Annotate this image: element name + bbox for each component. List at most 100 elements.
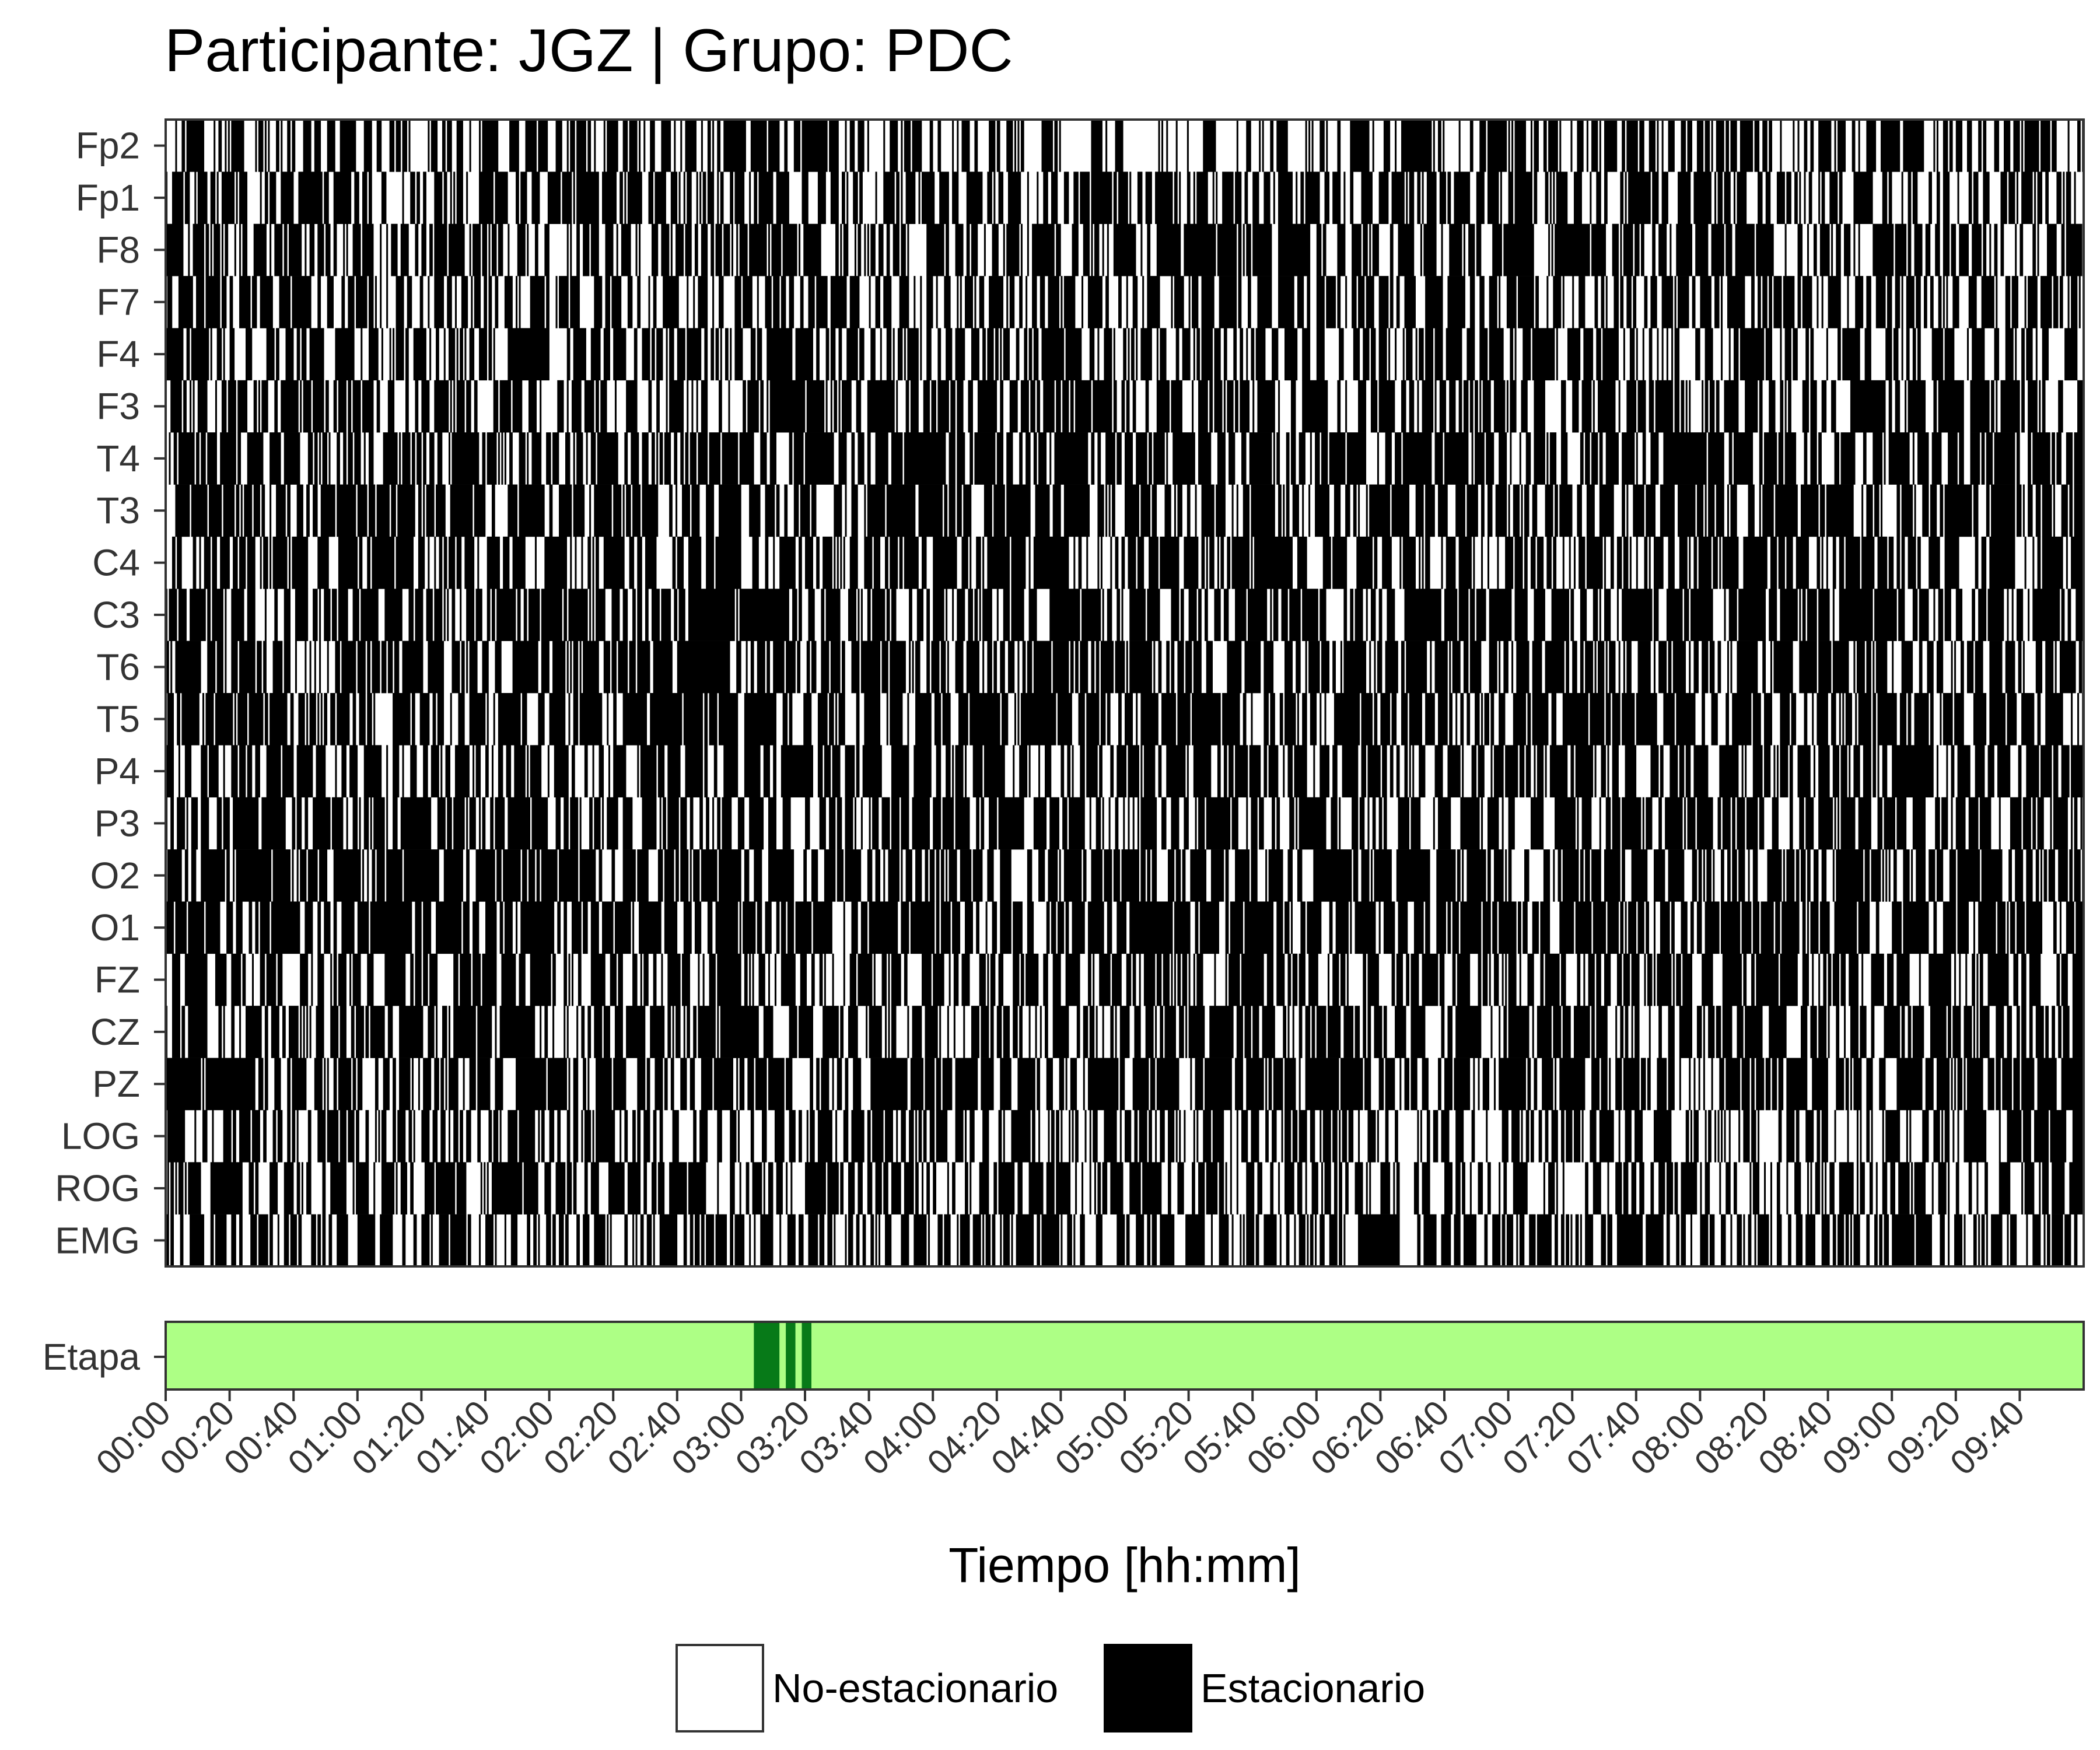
heatmap-cell-fp1 [2021, 172, 2033, 225]
heatmap-cell-f4 [413, 328, 426, 381]
heatmap-cell-log [1104, 1110, 1117, 1163]
heatmap-border [164, 118, 2085, 1268]
heatmap-cell-emg [1423, 1214, 1437, 1267]
heatmap-cell-f7 [2071, 276, 2078, 328]
x-tick-label: 09:00 [1815, 1393, 1905, 1483]
heatmap-cell-t4 [452, 432, 480, 485]
heatmap-cell-fp1 [210, 172, 216, 225]
heatmap-cell-f7 [1895, 276, 1901, 328]
heatmap-cell-fz [1112, 953, 1122, 1006]
heatmap-cell-fp2 [996, 120, 1000, 172]
heatmap-cell-t5 [290, 693, 294, 746]
heatmap-cell-p4 [547, 745, 550, 798]
heatmap-cell-c4 [904, 536, 919, 589]
heatmap-cell-emg [1255, 1214, 1259, 1267]
heatmap-cell-f3 [1888, 380, 1892, 433]
heatmap-cell-c3 [651, 589, 660, 641]
heatmap-cell-p4 [1099, 745, 1102, 798]
heatmap-cell-f3 [1401, 380, 1406, 433]
heatmap-cell-o1 [1051, 901, 1056, 954]
heatmap-cell-t5 [1532, 693, 1549, 746]
heatmap-cell-c4 [1100, 536, 1102, 589]
heatmap-cell-fp1 [434, 172, 443, 225]
heatmap-cell-t3 [632, 484, 641, 537]
heatmap-cell-c4 [2032, 536, 2035, 589]
heatmap-cell-p3 [1612, 797, 1620, 850]
heatmap-cell-c3 [466, 589, 475, 641]
heatmap-cell-p4 [1434, 745, 1443, 798]
heatmap-cell-p4 [1223, 745, 1227, 798]
heatmap-cell-log [1856, 1110, 1859, 1163]
heatmap-cell-o2 [1801, 849, 1806, 902]
heatmap-cell-t6 [1017, 640, 1020, 694]
heatmap-cell-cz [1952, 1006, 1961, 1058]
heatmap-cell-o1 [1978, 901, 1996, 954]
heatmap-cell-f7 [1783, 276, 1795, 328]
heatmap-cell-rog [1548, 1162, 1555, 1214]
heatmap-cell-t6 [1892, 640, 1894, 694]
heatmap-cell-o2 [1313, 849, 1352, 902]
heatmap-cell-t4 [1759, 432, 1763, 485]
heatmap-cell-f7 [1118, 276, 1122, 328]
heatmap-cell-fz [922, 953, 932, 1006]
heatmap-cell-f8 [234, 223, 236, 276]
heatmap-cell-o2 [1885, 849, 1888, 902]
heatmap-cell-o2 [1562, 849, 1579, 902]
heatmap-cell-fz [1493, 953, 1499, 1006]
heatmap-cell-c4 [1562, 536, 1564, 589]
heatmap-cell-fp1 [1604, 172, 1608, 225]
heatmap-cell-c4 [1845, 536, 1860, 589]
heatmap-cell-t4 [1708, 432, 1724, 485]
heatmap-cell-p3 [393, 797, 398, 850]
heatmap-cell-p3 [1858, 797, 1871, 850]
heatmap-cell-c3 [661, 589, 671, 641]
heatmap-cell-f4 [1704, 328, 1713, 381]
heatmap-cell-pz [573, 1058, 579, 1111]
heatmap-cell-f3 [1227, 380, 1234, 433]
heatmap-cell-fp1 [670, 172, 678, 225]
heatmap-cell-f4 [1489, 328, 1504, 381]
heatmap-cell-f7 [637, 276, 641, 328]
heatmap-cell-f7 [1727, 276, 1745, 328]
heatmap-cell-fp1 [456, 172, 463, 225]
heatmap-cell-t3 [1006, 484, 1031, 537]
heatmap-cell-t6 [1727, 640, 1730, 694]
heatmap-cell-f7 [1469, 276, 1475, 328]
heatmap-cell-t6 [881, 640, 888, 694]
heatmap-cell-pz [755, 1058, 767, 1111]
heatmap-cell-p3 [564, 797, 569, 850]
heatmap-cell-fp2 [1041, 120, 1053, 172]
heatmap-cell-f8 [391, 223, 398, 276]
heatmap-cell-fz [768, 953, 771, 1006]
heatmap-cell-t5 [458, 693, 465, 746]
heatmap-cell-emg [527, 1214, 531, 1267]
heatmap-cell-f3 [1510, 380, 1517, 433]
heatmap-cell-t6 [461, 640, 465, 694]
heatmap-cell-p3 [1877, 797, 1883, 850]
heatmap-cell-pz [440, 1058, 444, 1111]
heatmap-cell-f7 [484, 276, 488, 328]
heatmap-cell-t6 [1332, 640, 1336, 694]
heatmap-cell-p3 [570, 797, 579, 850]
heatmap-cell-p4 [1390, 745, 1394, 798]
heatmap-cell-fz [1828, 953, 1832, 1006]
heatmap-cell-t6 [993, 640, 998, 694]
heatmap-cell-cz [1996, 1006, 2004, 1058]
heatmap-cell-t6 [1609, 640, 1616, 694]
heatmap-cell-log [1367, 1110, 1376, 1163]
heatmap-cell-fp1 [576, 172, 599, 225]
heatmap-cell-p3 [1737, 797, 1745, 850]
heatmap-cell-log [1342, 1110, 1348, 1163]
heatmap-cell-p4 [1849, 745, 1851, 798]
heatmap-cell-p4 [1080, 745, 1085, 798]
heatmap-cell-fp1 [2074, 172, 2076, 225]
heatmap-cell-rog [933, 1162, 936, 1214]
heatmap-cell-t6 [1689, 640, 1691, 694]
heatmap-cell-o1 [1492, 901, 1497, 954]
heatmap-cell-o1 [664, 901, 678, 954]
heatmap-cell-f7 [1802, 276, 1812, 328]
heatmap-cell-p4 [1396, 745, 1400, 798]
heatmap-cell-f7 [1946, 276, 1948, 328]
heatmap-cell-cz [1490, 1006, 1493, 1058]
heatmap-cell-p3 [1378, 797, 1382, 850]
